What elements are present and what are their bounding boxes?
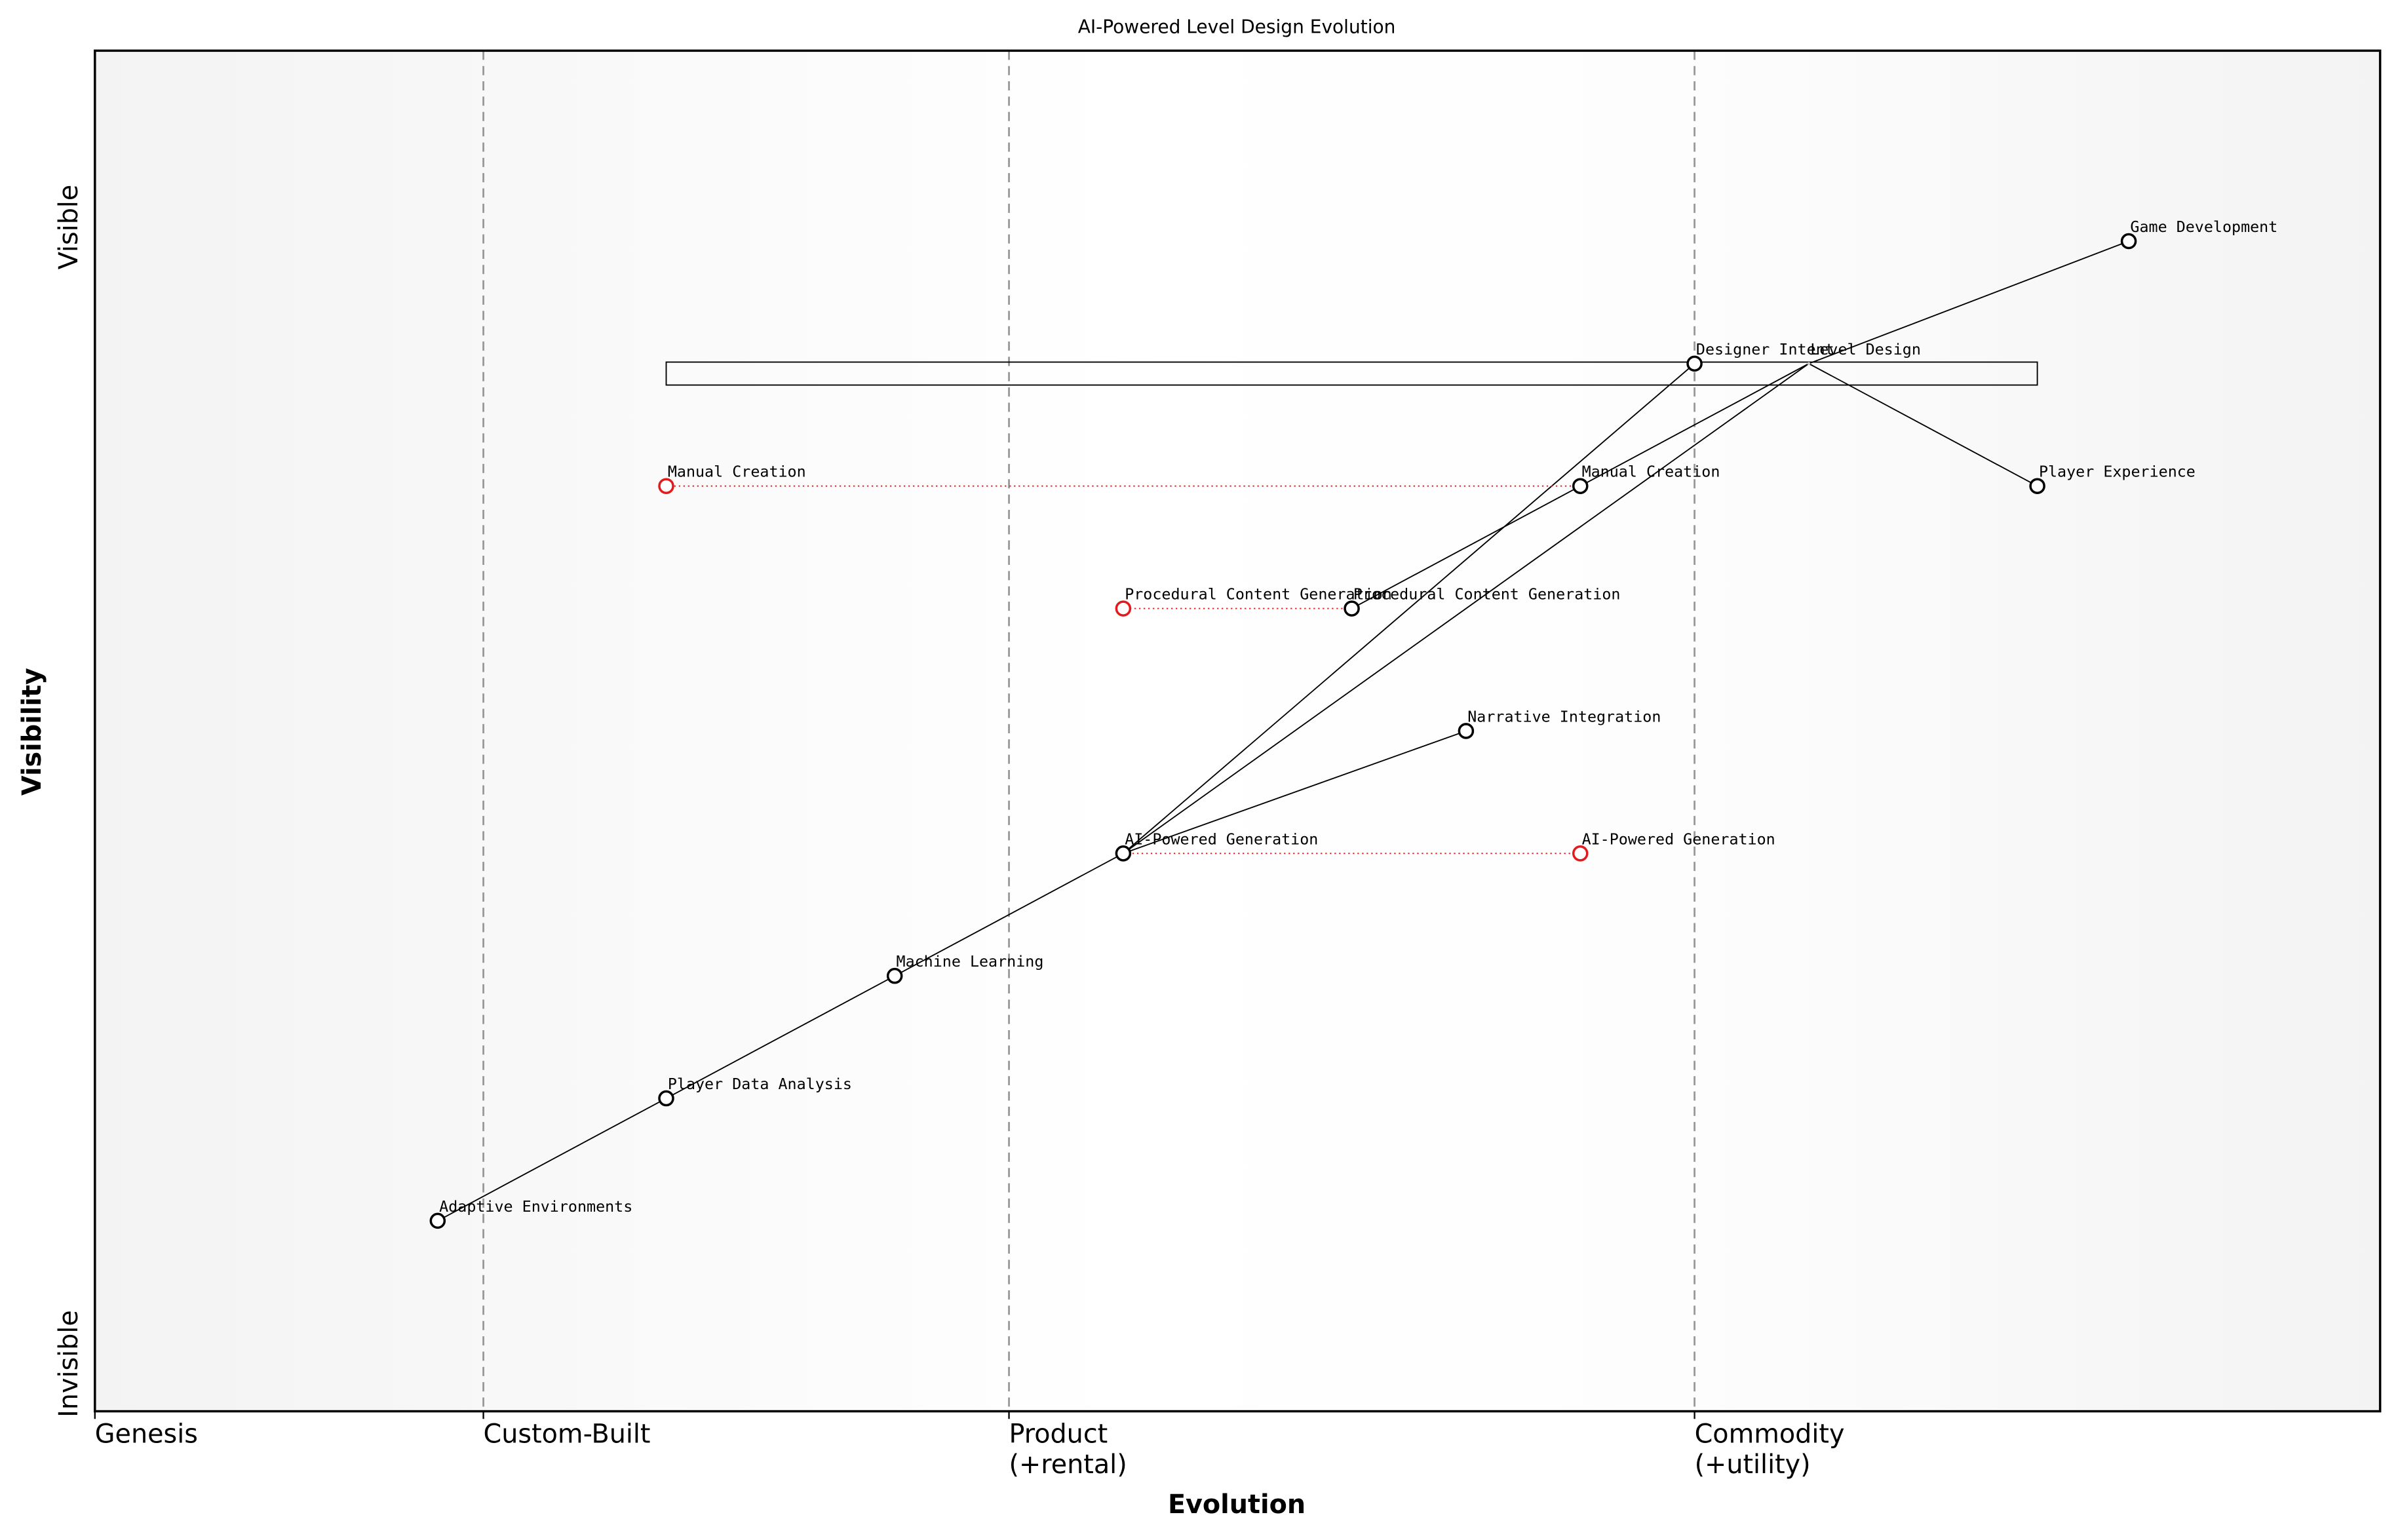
link — [894, 853, 1124, 976]
component-point — [1572, 478, 1589, 494]
component-point — [429, 1212, 446, 1229]
component-point — [1344, 600, 1360, 617]
component-label: Manual Creation — [1582, 463, 1720, 481]
component-label: Designer Intent — [1696, 340, 1834, 358]
stage-label: Product — [1009, 1419, 1108, 1449]
component-label: Player Experience — [2039, 463, 2196, 481]
stage-label: (+utility) — [1695, 1450, 1811, 1480]
link — [437, 1098, 667, 1222]
component-point — [1807, 362, 1811, 366]
component-point — [886, 967, 903, 984]
evolved-point — [1115, 600, 1132, 617]
component-point — [658, 1090, 674, 1107]
link — [1123, 730, 1467, 855]
component-label: Player Data Analysis — [668, 1075, 852, 1093]
component-label: Level Design — [1810, 340, 1921, 358]
y-top-label: Visible — [54, 185, 84, 270]
component-point — [2120, 233, 2137, 250]
component-label: AI-Powered Generation — [1125, 830, 1318, 848]
evolved-point — [1572, 845, 1589, 862]
link — [1123, 363, 1695, 855]
component-label: Game Development — [2130, 218, 2277, 236]
evolved-label: Manual Creation — [668, 463, 806, 481]
component-point — [2029, 478, 2045, 494]
component-label: Adaptive Environments — [439, 1197, 632, 1216]
link — [666, 975, 895, 1099]
link — [1808, 241, 2129, 364]
evolved-label: Procedural Content Generation — [1125, 585, 1392, 604]
link — [1808, 363, 2038, 487]
link — [1123, 363, 1810, 855]
link — [1351, 485, 1581, 609]
y-bottom-label: Invisible — [54, 1310, 84, 1417]
stage-label: Commodity — [1695, 1419, 1845, 1449]
plot-frame — [94, 49, 2382, 1413]
component-label: Procedural Content Generation — [1353, 585, 1621, 604]
component-point — [1115, 845, 1132, 862]
link — [1579, 363, 1810, 487]
stage-label: (+rental) — [1009, 1450, 1127, 1480]
pipeline — [665, 361, 2038, 386]
evolved-label: AI-Powered Generation — [1582, 830, 1775, 848]
stage-label: Custom-Built — [484, 1419, 651, 1449]
component-label: Narrative Integration — [1467, 707, 1661, 725]
component-label: Machine Learning — [897, 952, 1044, 971]
plot-background — [94, 50, 2380, 1412]
component-point — [1458, 723, 1475, 739]
stage-label: Genesis — [95, 1419, 198, 1449]
component-point — [1686, 355, 1703, 372]
y-axis-title: Visibility — [17, 668, 47, 796]
x-axis-title: Evolution — [1168, 1490, 1306, 1520]
evolved-point — [658, 478, 674, 494]
chart-title: AI-Powered Level Design Evolution — [1078, 16, 1396, 37]
